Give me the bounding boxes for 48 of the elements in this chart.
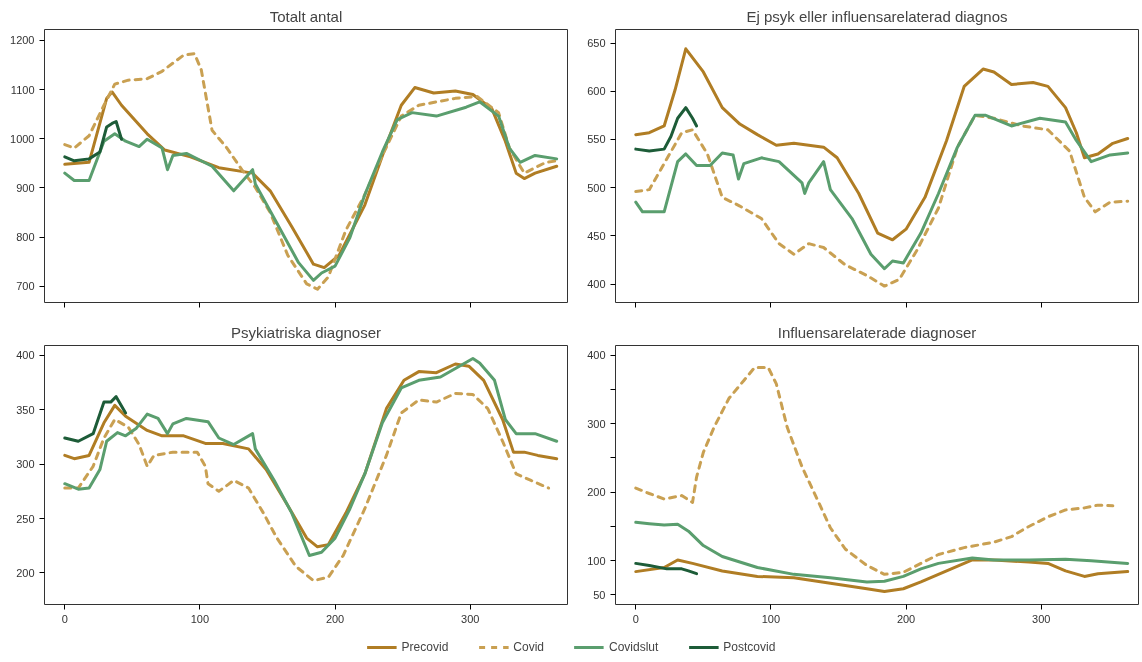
y-tick-label: 300 <box>16 458 35 471</box>
x-tick-label: 0 <box>632 612 639 625</box>
chart-title: Totalt antal <box>269 7 343 25</box>
line-series <box>63 395 128 443</box>
chart-title: Ej psyk eller influensarelaterad diagnos <box>746 7 1008 25</box>
legend-label: Precovid <box>401 640 449 654</box>
y-tick-label: 650 <box>587 37 606 50</box>
legend-label: Postcovid <box>723 640 776 654</box>
y-tick-label: 300 <box>587 417 606 430</box>
line-series <box>634 106 699 153</box>
y-tick-label: 400 <box>587 349 606 362</box>
y-tick-label: 450 <box>587 229 606 242</box>
x-tick-label: 300 <box>461 612 480 625</box>
y-tick-label: 350 <box>16 403 35 416</box>
y-tick-label: 700 <box>16 280 35 293</box>
x-tick-label: 100 <box>190 612 210 625</box>
line-series <box>634 561 699 576</box>
y-tick-label: 200 <box>587 486 606 499</box>
x-tick-label: 100 <box>761 612 781 625</box>
y-tick-label: 900 <box>16 181 35 194</box>
y-tick-label: 250 <box>16 512 35 525</box>
y-tick-label: 500 <box>587 181 606 194</box>
x-tick-label: 0 <box>61 612 68 625</box>
y-tick-label: 550 <box>587 133 606 146</box>
x-tick-label: 200 <box>325 612 345 625</box>
line-series <box>63 391 551 583</box>
y-tick-label: 100 <box>587 554 606 567</box>
y-tick-label: 50 <box>593 588 606 601</box>
y-tick-label: 400 <box>16 349 35 362</box>
legend-label: Covid <box>513 640 544 654</box>
y-tick-label: 400 <box>587 278 606 291</box>
line-series <box>634 47 1130 242</box>
y-tick-label: 200 <box>16 566 35 579</box>
y-tick-label: 600 <box>587 85 606 98</box>
x-tick-label: 300 <box>1032 612 1051 625</box>
x-tick-label: 200 <box>896 612 916 625</box>
line-series <box>634 558 1130 593</box>
y-tick-label: 1100 <box>10 83 35 96</box>
chart-title: Influensarelaterade diagnoser <box>777 323 977 341</box>
y-tick-label: 1200 <box>10 34 35 47</box>
y-tick-label: 800 <box>16 231 35 244</box>
chart-title: Psykiatriska diagnoser <box>230 323 382 341</box>
line-series <box>63 52 559 291</box>
line-series <box>63 119 124 163</box>
legend-label: Covidslut <box>608 640 659 654</box>
line-series <box>634 520 1130 584</box>
line-series <box>634 365 1115 576</box>
y-tick-label: 1000 <box>10 132 35 145</box>
